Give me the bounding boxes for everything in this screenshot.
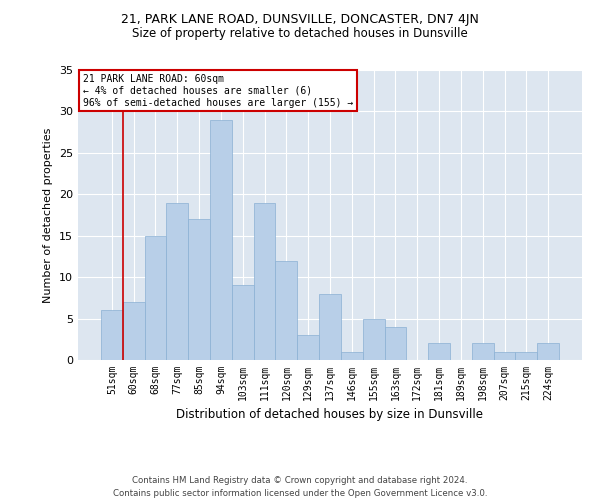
Bar bbox=[428, 344, 450, 360]
Bar bbox=[145, 236, 166, 360]
Bar bbox=[319, 294, 341, 360]
Text: 21 PARK LANE ROAD: 60sqm
← 4% of detached houses are smaller (6)
96% of semi-det: 21 PARK LANE ROAD: 60sqm ← 4% of detache… bbox=[83, 74, 353, 108]
Text: Size of property relative to detached houses in Dunsville: Size of property relative to detached ho… bbox=[132, 28, 468, 40]
Text: Contains HM Land Registry data © Crown copyright and database right 2024.
Contai: Contains HM Land Registry data © Crown c… bbox=[113, 476, 487, 498]
Bar bbox=[254, 202, 275, 360]
Bar bbox=[341, 352, 363, 360]
Bar bbox=[188, 219, 210, 360]
Bar bbox=[123, 302, 145, 360]
Bar bbox=[297, 335, 319, 360]
Bar bbox=[537, 344, 559, 360]
Bar bbox=[101, 310, 123, 360]
Bar bbox=[494, 352, 515, 360]
Text: 21, PARK LANE ROAD, DUNSVILLE, DONCASTER, DN7 4JN: 21, PARK LANE ROAD, DUNSVILLE, DONCASTER… bbox=[121, 12, 479, 26]
Bar bbox=[472, 344, 494, 360]
Y-axis label: Number of detached properties: Number of detached properties bbox=[43, 128, 53, 302]
Bar bbox=[515, 352, 537, 360]
Bar bbox=[275, 260, 297, 360]
X-axis label: Distribution of detached houses by size in Dunsville: Distribution of detached houses by size … bbox=[176, 408, 484, 422]
Bar bbox=[385, 327, 406, 360]
Bar bbox=[363, 318, 385, 360]
Bar bbox=[232, 286, 254, 360]
Bar bbox=[166, 202, 188, 360]
Bar bbox=[210, 120, 232, 360]
